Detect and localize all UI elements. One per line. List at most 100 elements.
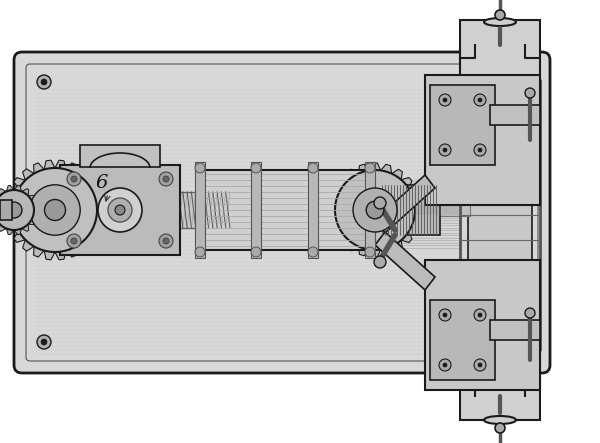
- Circle shape: [0, 190, 34, 230]
- Polygon shape: [14, 231, 25, 242]
- Circle shape: [163, 176, 169, 182]
- Circle shape: [515, 335, 529, 349]
- Polygon shape: [32, 202, 38, 210]
- Polygon shape: [91, 221, 102, 231]
- Bar: [200, 170, 370, 250]
- Circle shape: [366, 201, 384, 219]
- Polygon shape: [392, 169, 403, 180]
- Bar: [365, 162, 375, 258]
- Polygon shape: [44, 251, 55, 260]
- Bar: [425, 260, 540, 390]
- Polygon shape: [22, 224, 29, 231]
- Circle shape: [374, 197, 386, 209]
- Circle shape: [443, 148, 447, 152]
- Circle shape: [474, 309, 486, 321]
- Polygon shape: [91, 189, 102, 199]
- Polygon shape: [85, 231, 96, 242]
- Polygon shape: [14, 229, 22, 235]
- Polygon shape: [55, 251, 66, 260]
- Polygon shape: [409, 221, 419, 232]
- Bar: [0, 200, 12, 220]
- Polygon shape: [375, 175, 435, 233]
- Polygon shape: [338, 232, 349, 242]
- Polygon shape: [328, 199, 337, 210]
- Circle shape: [30, 185, 80, 235]
- Circle shape: [365, 163, 375, 173]
- Circle shape: [474, 94, 486, 106]
- Circle shape: [439, 144, 451, 156]
- Bar: [80, 192, 230, 228]
- Polygon shape: [23, 169, 34, 180]
- Circle shape: [519, 79, 525, 85]
- Circle shape: [519, 339, 525, 345]
- Bar: [468, 60, 532, 365]
- Polygon shape: [5, 210, 14, 221]
- Polygon shape: [375, 232, 435, 290]
- Polygon shape: [413, 210, 422, 221]
- Polygon shape: [28, 218, 35, 225]
- Circle shape: [495, 423, 505, 433]
- Polygon shape: [14, 178, 25, 189]
- Circle shape: [251, 247, 261, 257]
- Circle shape: [495, 10, 505, 20]
- Circle shape: [37, 75, 51, 89]
- Circle shape: [443, 313, 447, 317]
- Polygon shape: [22, 189, 29, 196]
- Bar: [460, 350, 540, 420]
- Polygon shape: [380, 164, 392, 174]
- Polygon shape: [347, 240, 358, 251]
- Circle shape: [308, 163, 318, 173]
- Text: 6: 6: [95, 174, 107, 192]
- Polygon shape: [358, 246, 370, 256]
- Circle shape: [71, 238, 77, 244]
- Bar: [30, 204, 470, 216]
- Circle shape: [478, 363, 482, 367]
- Polygon shape: [28, 195, 35, 202]
- Polygon shape: [14, 185, 22, 191]
- Polygon shape: [7, 229, 14, 235]
- Bar: [425, 75, 540, 205]
- Circle shape: [6, 202, 22, 218]
- Circle shape: [159, 172, 173, 186]
- Circle shape: [443, 363, 447, 367]
- Polygon shape: [85, 178, 96, 189]
- Bar: [251, 162, 261, 258]
- Bar: [308, 162, 318, 258]
- Circle shape: [515, 75, 529, 89]
- Polygon shape: [413, 199, 422, 210]
- Circle shape: [353, 188, 397, 232]
- Polygon shape: [76, 240, 88, 251]
- Polygon shape: [32, 210, 38, 218]
- Circle shape: [41, 339, 47, 345]
- Polygon shape: [34, 246, 44, 257]
- Polygon shape: [328, 210, 337, 221]
- Bar: [460, 20, 540, 90]
- Circle shape: [478, 148, 482, 152]
- Bar: [380, 185, 440, 235]
- Polygon shape: [370, 249, 380, 257]
- Circle shape: [439, 94, 451, 106]
- Polygon shape: [76, 169, 88, 180]
- Circle shape: [478, 313, 482, 317]
- Circle shape: [98, 188, 142, 232]
- Circle shape: [37, 335, 51, 349]
- Polygon shape: [370, 163, 380, 171]
- Polygon shape: [392, 240, 403, 251]
- Circle shape: [159, 234, 173, 248]
- Circle shape: [163, 238, 169, 244]
- Bar: [430, 85, 495, 165]
- Circle shape: [44, 199, 65, 221]
- Polygon shape: [95, 210, 105, 221]
- Ellipse shape: [484, 416, 516, 424]
- Polygon shape: [34, 163, 44, 174]
- Circle shape: [439, 309, 451, 321]
- Polygon shape: [66, 246, 76, 257]
- Circle shape: [41, 79, 47, 85]
- Circle shape: [13, 168, 97, 252]
- Polygon shape: [8, 221, 19, 231]
- Polygon shape: [7, 185, 14, 191]
- Circle shape: [478, 98, 482, 102]
- Bar: [60, 165, 180, 255]
- Polygon shape: [331, 221, 341, 232]
- Circle shape: [195, 163, 205, 173]
